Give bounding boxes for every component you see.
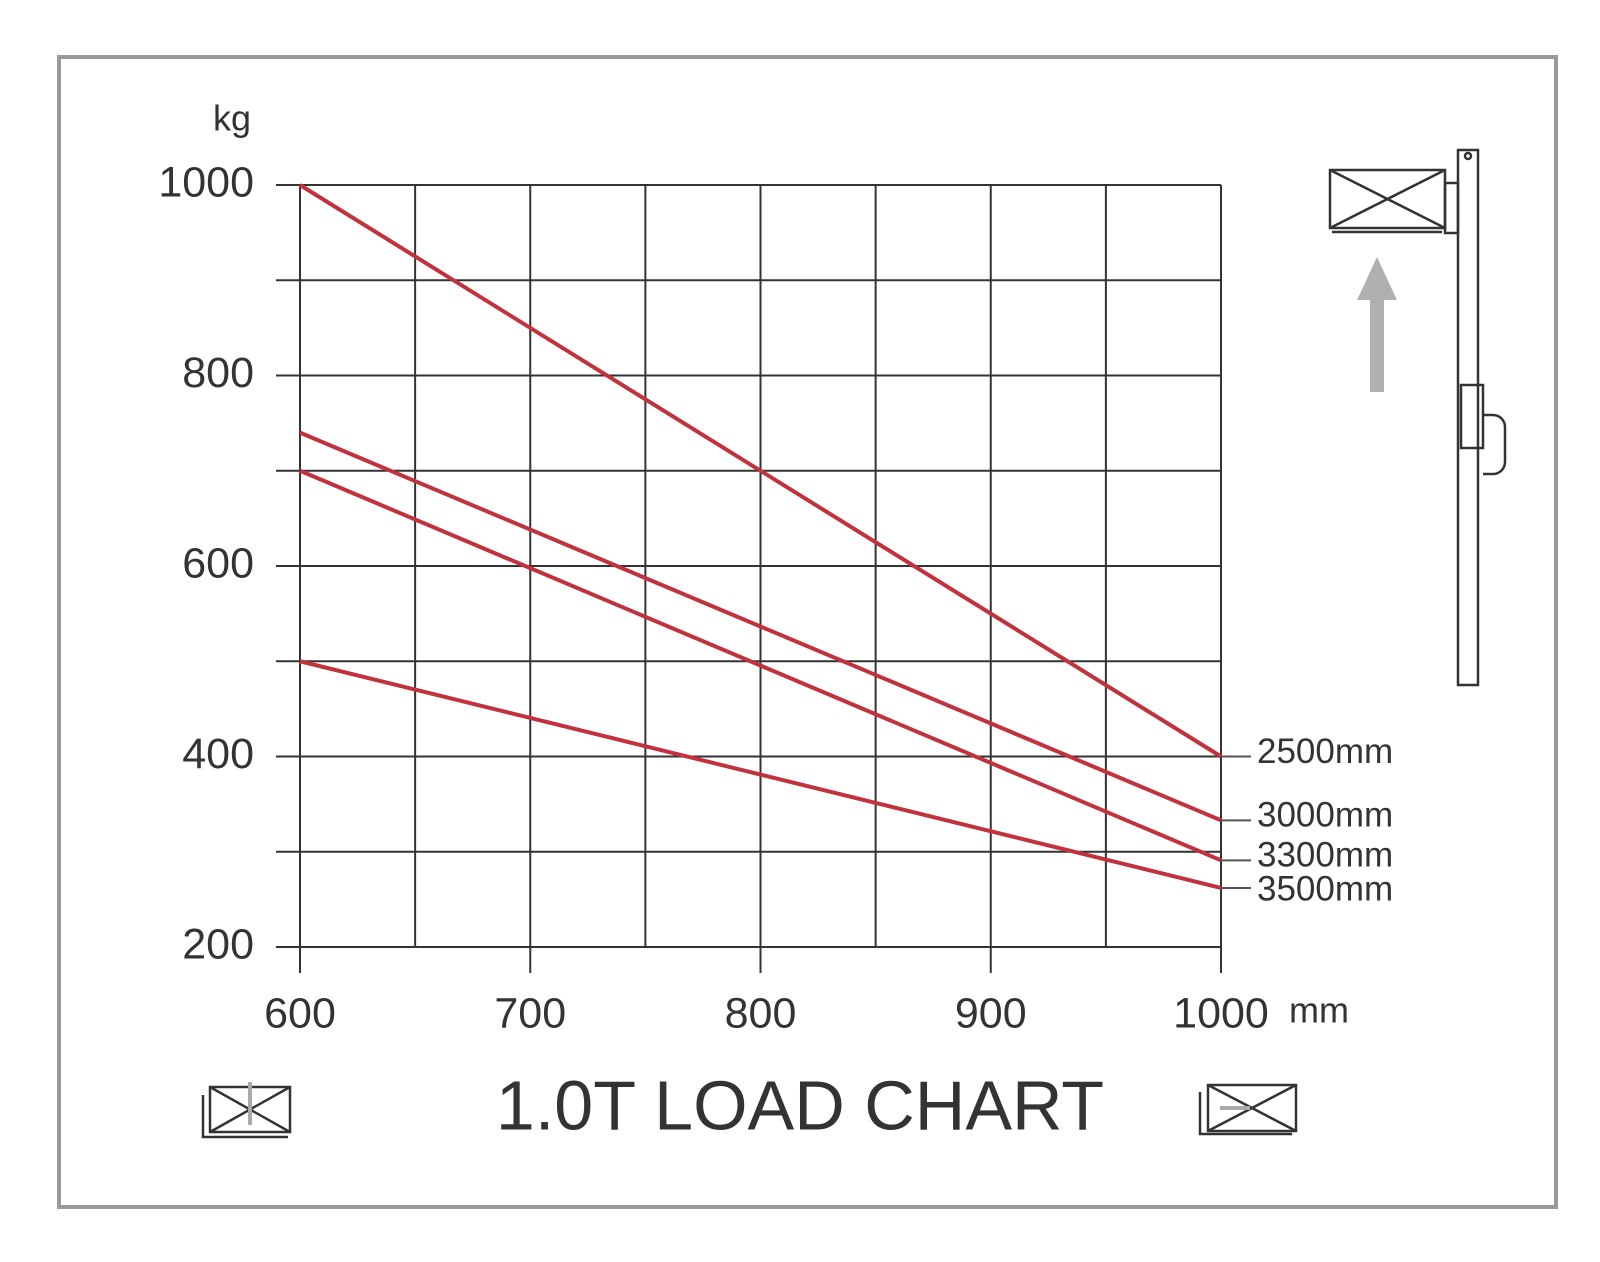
y-tick-label: 200 [182, 920, 254, 968]
load-icon-left [201, 1082, 292, 1139]
x-axis-label: mm [1289, 990, 1349, 1031]
mast-icon [1328, 148, 1507, 687]
series-line [299, 430, 1222, 823]
x-tick-label: 600 [264, 989, 336, 1037]
series-label: 2500mm [1257, 732, 1393, 771]
y-axis-label: kg [213, 98, 251, 139]
x-tick-label: 700 [494, 989, 566, 1037]
y-tick-label: 800 [182, 349, 254, 397]
y-tick-label: 1000 [158, 158, 254, 206]
series-line [299, 659, 1222, 890]
frame [57, 55, 1558, 1209]
y-tick-label: 600 [182, 539, 254, 587]
series-line [299, 468, 1222, 863]
series-label: 3500mm [1257, 870, 1393, 909]
x-tick-label: 800 [725, 989, 797, 1037]
x-tick-label: 1000 [1173, 989, 1269, 1037]
series-label: 3000mm [1257, 796, 1393, 835]
load-icon-right [1198, 1083, 1298, 1136]
chart-title: 1.0T LOAD CHART [496, 1066, 1104, 1144]
series-label: 3300mm [1257, 836, 1393, 875]
lift-arrow [1357, 257, 1397, 392]
y-tick-label: 400 [182, 730, 254, 778]
series-line [298, 183, 1223, 759]
x-tick-label: 900 [955, 989, 1027, 1037]
